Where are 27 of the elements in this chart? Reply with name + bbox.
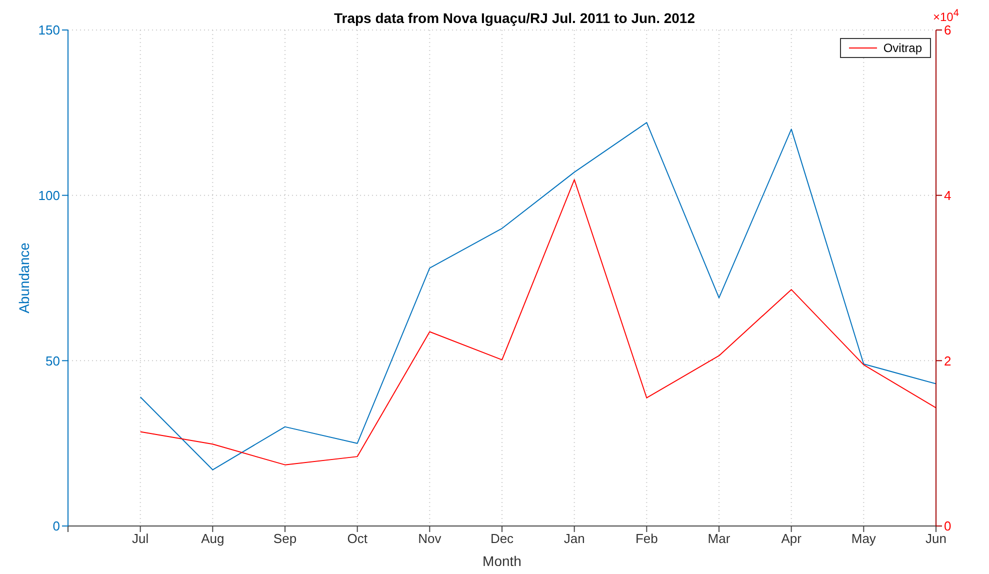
text: ×10$^{4}$ xyxy=(933,8,959,24)
line-series xyxy=(140,122,936,470)
chart-title: Traps data from Nova Iguaçu/RJ Jul. 2011 to Jun. 2012 xyxy=(334,10,696,26)
x-tick-label: Jul xyxy=(132,531,149,546)
y-tick-label: 0 xyxy=(52,518,60,534)
y2-tick-label: 6 xyxy=(944,22,952,38)
y-tick-label: 150 xyxy=(38,22,60,38)
x-tick-label: Jun xyxy=(926,531,946,546)
y-axis-title: Abundance xyxy=(16,242,32,314)
x-tick-label: Nov xyxy=(418,531,442,546)
x-tick-label: Jan xyxy=(564,531,585,546)
y2-tick-label: 2 xyxy=(944,353,952,368)
x-tick-label: Oct xyxy=(347,531,368,546)
x-tick-label: Apr xyxy=(781,531,802,546)
x-tick-label: Feb xyxy=(635,531,658,546)
y2-tick-label: 0 xyxy=(944,518,952,534)
x-tick-label: Dec xyxy=(490,531,514,546)
x-tick-label: Mar xyxy=(708,531,731,546)
x-axis-title: Month xyxy=(482,553,522,569)
y-tick-label: 50 xyxy=(46,353,60,368)
y-tick-label: 100 xyxy=(38,188,60,203)
legend-label: Ovitrap xyxy=(883,41,922,55)
y2-tick-label: 4 xyxy=(944,188,952,203)
x-tick-label: Sep xyxy=(273,531,297,546)
x-tick-label: May xyxy=(851,531,876,546)
line-series xyxy=(140,179,936,466)
x-tick-label: Aug xyxy=(201,531,224,546)
